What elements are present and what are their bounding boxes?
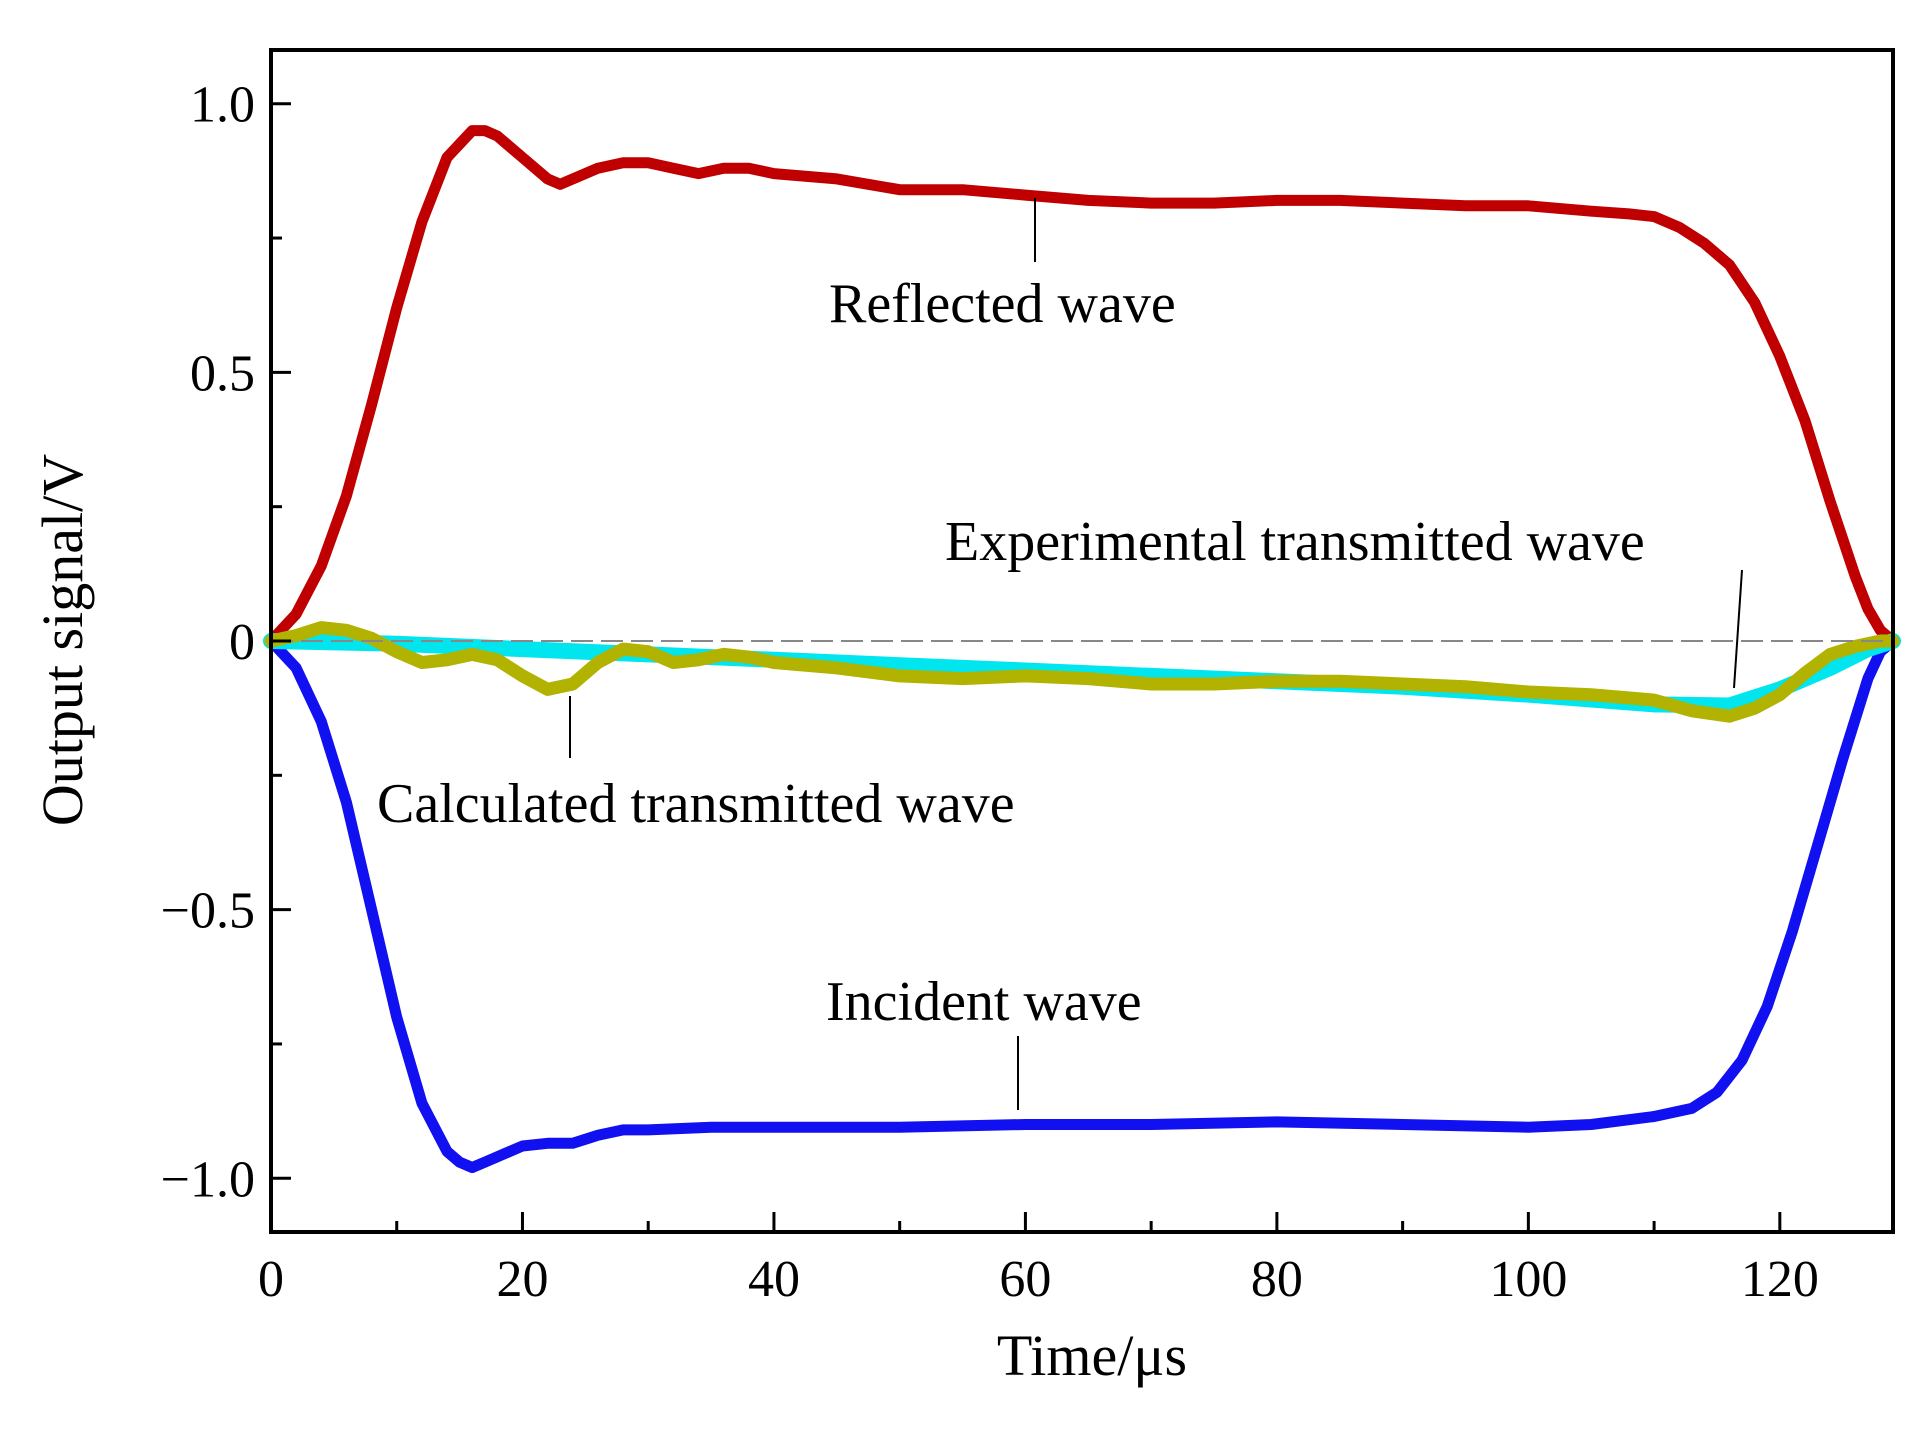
- y-tick-label: 1.0: [190, 77, 255, 134]
- experimental-transmitted-wave-leader: [1733, 569, 1743, 689]
- x-axis-title: Time/μs: [997, 1323, 1187, 1388]
- x-tick-label: 80: [1251, 1251, 1303, 1308]
- series-line-incident-wave: [265, 635, 1899, 1173]
- experimental-transmitted-wave-label: Experimental transmitted wave: [945, 511, 1645, 573]
- tick-layer: 0 20 40 60 80 100 120 1.0 0.5 0 −0.5 −1.0: [161, 77, 1819, 1308]
- y-axis-title: Output signal/V: [30, 454, 95, 826]
- y-tick-label: −0.5: [161, 883, 255, 940]
- y-tick-label: 0: [229, 614, 255, 671]
- x-tick-label: 40: [748, 1251, 800, 1308]
- y-tick-label: 0.5: [190, 345, 255, 402]
- x-tick-label: 120: [1741, 1251, 1819, 1308]
- calculated-transmitted-wave-label: Calculated transmitted wave: [377, 773, 1015, 835]
- series-line-reflected-wave: [265, 125, 1899, 647]
- y-tick-label: −1.0: [161, 1151, 255, 1208]
- x-tick-label: 100: [1489, 1251, 1567, 1308]
- annotation-layer: Reflected wave Experimental transmitted …: [377, 198, 1743, 1110]
- x-tick-label: 20: [496, 1251, 548, 1308]
- series-layer: [263, 125, 1901, 1173]
- incident-wave-label: Incident wave: [826, 971, 1142, 1033]
- x-tick-label: 60: [999, 1251, 1051, 1308]
- x-tick-label: 0: [258, 1251, 284, 1308]
- series-line-calculated-transmitted-wave: [264, 621, 1900, 723]
- reflected-wave-label: Reflected wave: [829, 273, 1176, 335]
